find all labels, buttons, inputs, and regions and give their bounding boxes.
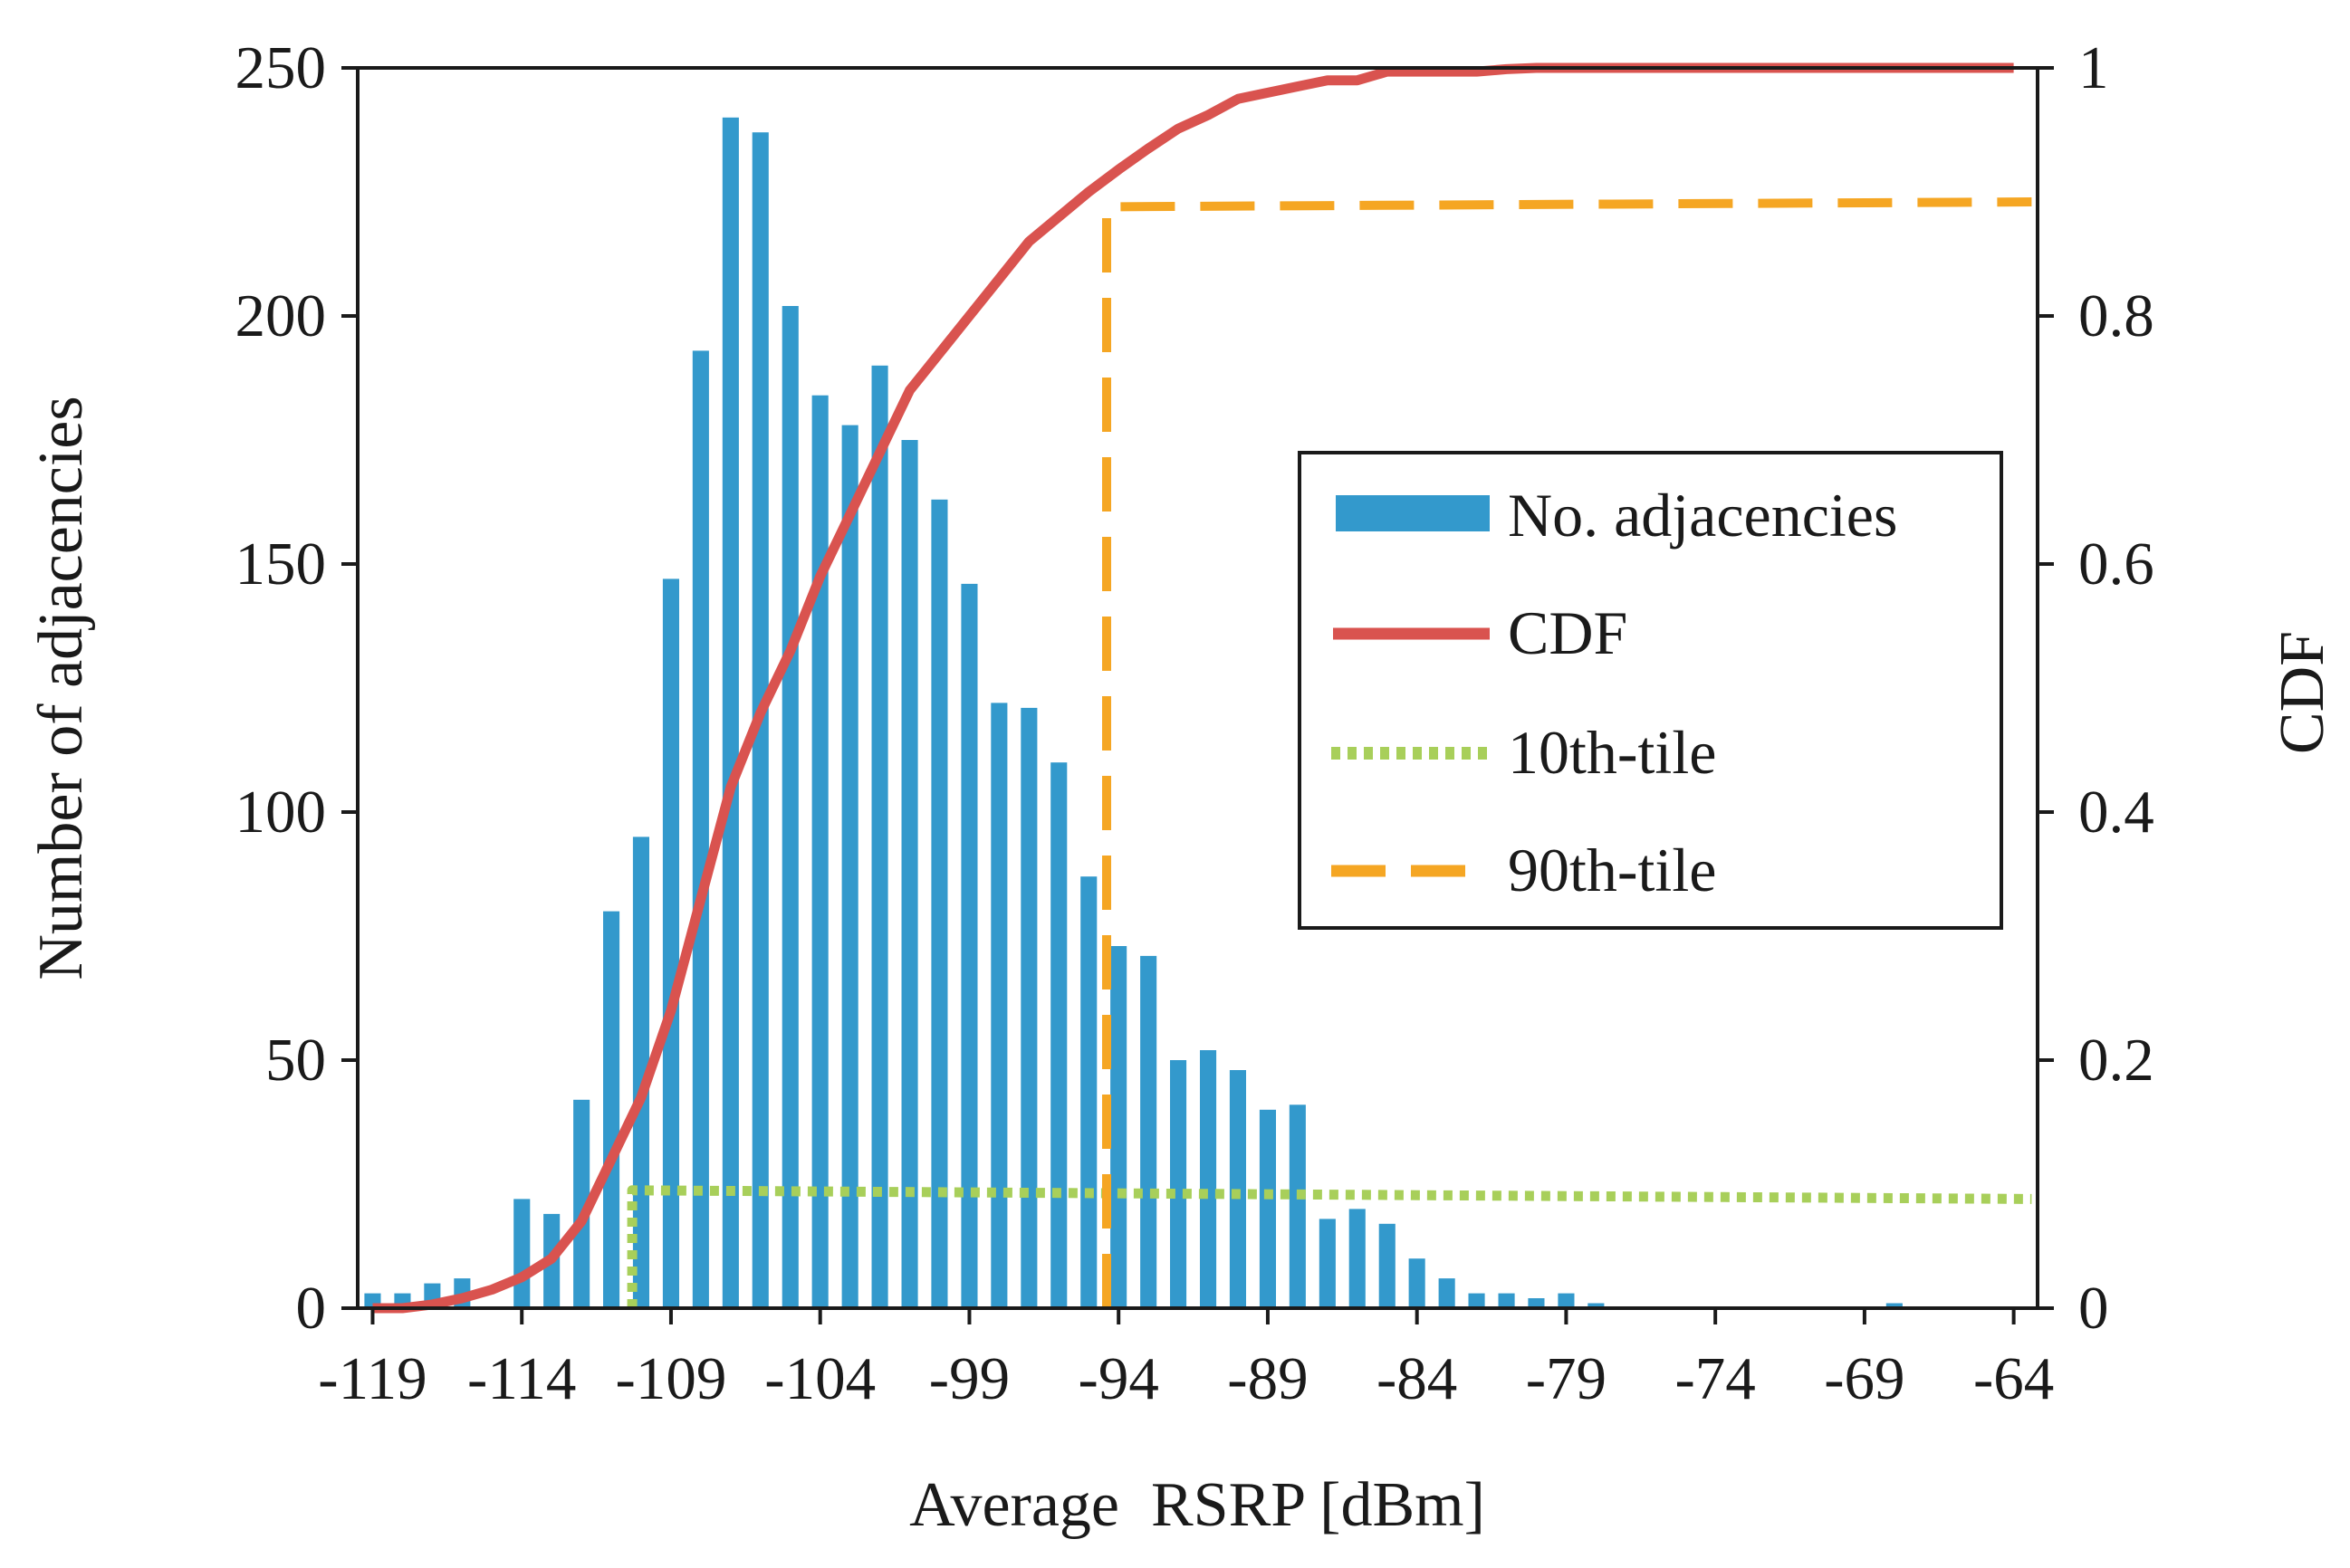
- y-left-tick-label: 50: [265, 1027, 326, 1094]
- legend-label-p90: 90th-tile: [1508, 836, 1716, 904]
- x-tick-label: -114: [467, 1345, 576, 1412]
- y-axis-title-right: CDF: [2268, 631, 2337, 754]
- x-axis-title: Average RSRP [dBm]: [909, 1470, 1485, 1540]
- x-tick-label: -64: [1973, 1345, 2054, 1412]
- cdf-line: [372, 62, 2014, 1314]
- histogram-bar: [961, 583, 978, 1308]
- histogram-bar: [513, 1199, 531, 1308]
- x-tick-label: -109: [616, 1345, 727, 1412]
- y-axis-title-left: Number of adjacencies: [26, 396, 96, 980]
- histogram-bar: [1348, 1209, 1366, 1308]
- histogram-bar: [1200, 1050, 1217, 1308]
- x-tick-label: -74: [1675, 1345, 1756, 1412]
- histogram-bar: [603, 911, 620, 1308]
- y-right-tick-label: 1: [2078, 34, 2109, 101]
- legend-swatch-bars: [1336, 495, 1490, 531]
- y-left-tick-label: 150: [235, 531, 327, 598]
- histogram-bar: [662, 578, 679, 1308]
- y-right-tick-label: 0: [2078, 1275, 2109, 1342]
- histogram-bar: [1468, 1293, 1485, 1308]
- histogram-bar: [692, 350, 709, 1308]
- legend-label-bars: No. adjacencies: [1508, 481, 1897, 550]
- histogram-bar: [1587, 1303, 1605, 1308]
- histogram-bar: [1558, 1293, 1575, 1308]
- histogram-bar: [1319, 1219, 1336, 1308]
- legend-box: [1298, 451, 2003, 930]
- histogram-bar: [1408, 1258, 1425, 1308]
- histogram-bar: [573, 1099, 590, 1308]
- x-tick-label: -104: [764, 1345, 876, 1412]
- histogram-bar: [782, 306, 799, 1308]
- histogram-bar: [1170, 1060, 1187, 1308]
- x-tick-label: -99: [929, 1345, 1010, 1412]
- y-left-tick-label: 100: [235, 779, 327, 846]
- histogram-bar: [722, 117, 739, 1308]
- histogram-bar: [1378, 1223, 1396, 1308]
- legend-label-p10: 10th-tile: [1508, 718, 1716, 787]
- histogram-bars: [364, 117, 1903, 1309]
- histogram-bar: [1021, 707, 1038, 1308]
- x-tick-label: -84: [1376, 1345, 1457, 1412]
- p10-line: [627, 1185, 2032, 1308]
- y-right-tick-label: 0.6: [2078, 531, 2154, 598]
- histogram-bar: [1289, 1104, 1306, 1308]
- series-lines: [372, 62, 2032, 1314]
- y-right-tick-label: 0.2: [2078, 1027, 2154, 1094]
- histogram-bar: [1498, 1293, 1515, 1308]
- x-tick-label: -94: [1079, 1345, 1159, 1412]
- histogram-bar: [841, 425, 858, 1309]
- x-tick-label: -69: [1824, 1345, 1904, 1412]
- histogram-bar: [1080, 876, 1098, 1308]
- y-left-tick-label: 0: [296, 1275, 327, 1342]
- histogram-bar: [1438, 1278, 1455, 1308]
- histogram-bar: [1140, 955, 1157, 1308]
- axis-ticks: -119 -114 -109 -104 -99 -94 -89 -84 -79 -74 -69 -64…: [235, 34, 2154, 1412]
- histogram-bar: [931, 499, 948, 1308]
- histogram-bar: [991, 703, 1008, 1308]
- p90-line: [1102, 197, 2032, 1308]
- legend: No. adjacencies CDF 10th-tile 90th-tile: [1298, 451, 2003, 930]
- y-left-tick-label: 250: [235, 34, 327, 101]
- histogram-bar: [1528, 1298, 1545, 1308]
- histogram-bar: [1050, 762, 1068, 1308]
- y-right-tick-label: 0.8: [2078, 282, 2154, 349]
- histogram-bar: [1259, 1109, 1276, 1308]
- legend-label-cdf: CDF: [1508, 598, 1627, 667]
- histogram-bar: [1110, 946, 1127, 1308]
- y-left-tick-label: 200: [235, 282, 327, 349]
- histogram-bar: [901, 440, 918, 1308]
- histogram-bar: [871, 365, 888, 1308]
- x-tick-label: -79: [1526, 1345, 1607, 1412]
- plot-area-frame: [356, 66, 2039, 1310]
- histogram-bar: [1885, 1303, 1903, 1308]
- histogram-bar: [811, 395, 829, 1308]
- x-tick-label: -119: [318, 1345, 427, 1412]
- y-right-tick-label: 0.4: [2078, 779, 2154, 846]
- x-tick-label: -89: [1227, 1345, 1308, 1412]
